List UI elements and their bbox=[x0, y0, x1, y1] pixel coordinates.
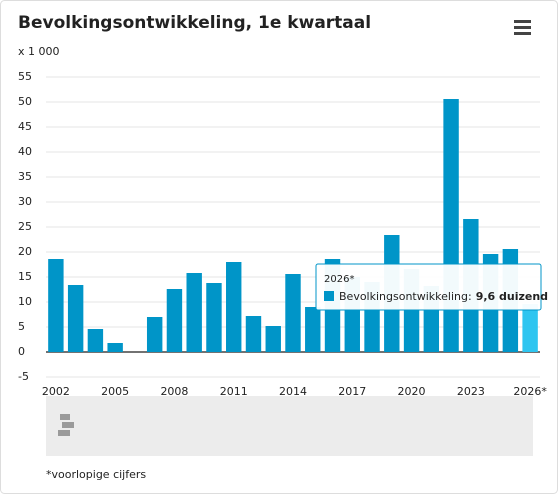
y-tick-label: 5 bbox=[18, 320, 25, 333]
chart-title: Bevolkingsontwikkeling, 1e kwartaal bbox=[18, 13, 371, 33]
x-tick-label: 2026* bbox=[513, 385, 547, 398]
tooltip-box bbox=[315, 263, 542, 311]
menu-bar bbox=[514, 32, 531, 35]
x-tick-label: 2011 bbox=[220, 385, 248, 398]
tooltip-text: Bevolkingsontwikkeling: 9,6 duizend bbox=[339, 290, 548, 303]
y-tick-label: 45 bbox=[18, 120, 32, 133]
bar bbox=[522, 304, 538, 352]
bar bbox=[48, 259, 64, 352]
x-tick-label: 2020 bbox=[398, 385, 426, 398]
bar bbox=[305, 307, 321, 352]
y-tick-label: -5 bbox=[18, 370, 29, 383]
logo-shape bbox=[58, 414, 74, 436]
x-tick-label: 2002 bbox=[42, 385, 70, 398]
y-tick-label: 15 bbox=[18, 270, 32, 283]
y-tick-label: 40 bbox=[18, 145, 32, 158]
x-tick-label: 2005 bbox=[101, 385, 129, 398]
bar bbox=[245, 316, 262, 352]
y-unit-label: x 1 000 bbox=[18, 45, 60, 58]
x-tick-label: 2017 bbox=[338, 385, 366, 398]
bar bbox=[265, 326, 281, 352]
y-tick-label: 0 bbox=[18, 345, 25, 358]
bar bbox=[206, 283, 222, 352]
menu-bar bbox=[514, 26, 531, 29]
tooltip: 2026* Bevolkingsontwikkeling: 9,6 duizend bbox=[315, 263, 548, 311]
y-tick-label: 55 bbox=[18, 70, 32, 83]
bar bbox=[107, 343, 123, 352]
tooltip-title: 2026* bbox=[324, 274, 354, 285]
y-tick-label: 10 bbox=[18, 295, 32, 308]
tooltip-swatch bbox=[324, 291, 334, 301]
cbs-logo bbox=[58, 414, 74, 436]
tooltip-label: Bevolkingsontwikkeling: bbox=[339, 290, 472, 303]
bar bbox=[443, 99, 459, 352]
bar bbox=[146, 317, 163, 352]
y-tick-label: 35 bbox=[18, 170, 32, 183]
y-tick-label: 20 bbox=[18, 245, 32, 258]
bar bbox=[186, 273, 202, 352]
x-tick-label: 2008 bbox=[160, 385, 188, 398]
menu-icon[interactable] bbox=[514, 20, 531, 35]
x-tick-label: 2014 bbox=[279, 385, 307, 398]
logo-area bbox=[46, 396, 533, 456]
y-tick-label: 50 bbox=[18, 95, 32, 108]
bar bbox=[87, 329, 104, 352]
footnote: *voorlopige cijfers bbox=[46, 468, 146, 481]
bar bbox=[166, 289, 183, 352]
y-tick-label: 25 bbox=[18, 220, 32, 233]
bar bbox=[285, 274, 301, 352]
bar bbox=[67, 285, 84, 352]
menu-bar bbox=[514, 20, 531, 23]
tooltip-value: 9,6 duizend bbox=[476, 290, 548, 303]
x-tick-label: 2023 bbox=[457, 385, 485, 398]
bar bbox=[226, 262, 242, 352]
y-tick-label: 30 bbox=[18, 195, 32, 208]
